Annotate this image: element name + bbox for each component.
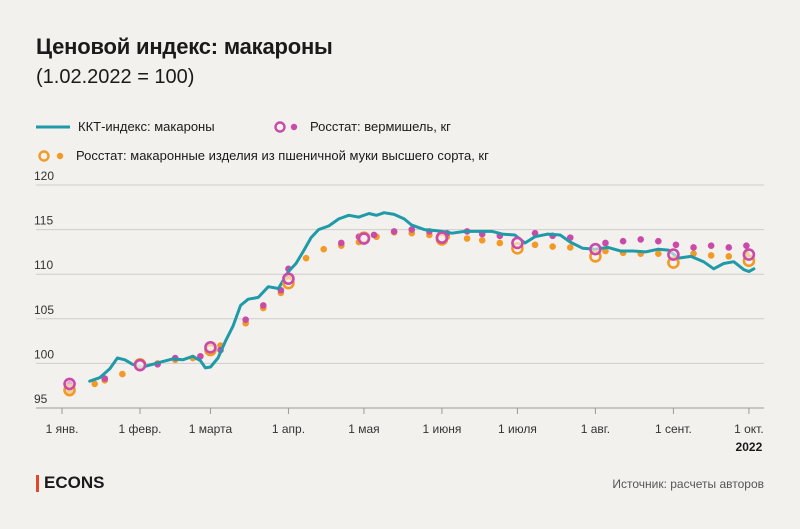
logo-bar	[36, 474, 39, 492]
rosstat-weekly-point	[690, 244, 697, 251]
econs-logo: ECONS	[36, 473, 104, 493]
rosstat-weekly-point	[549, 243, 556, 250]
x-tick-label: 1 мая	[348, 422, 379, 436]
year-label: 2022	[736, 440, 763, 454]
x-tick-label: 1 июня	[423, 422, 462, 436]
rosstat-weekly-point	[743, 242, 750, 249]
rosstat-weekly-point	[408, 226, 416, 233]
rosstat-weekly-point	[302, 254, 310, 262]
rosstat-weekly-point	[655, 250, 662, 257]
rosstat-weekly-point	[197, 352, 204, 360]
rosstat-weekly-point	[463, 235, 471, 242]
x-tick-label: 1 февр.	[119, 422, 162, 436]
rosstat-weekly-point	[370, 231, 378, 239]
rosstat-weekly-point	[672, 241, 680, 249]
legend-ring-dot-swatch	[38, 149, 64, 162]
rosstat-weekly-point	[119, 370, 126, 378]
rosstat-weekly-point	[707, 252, 715, 259]
legend-ring-dot-swatch	[274, 120, 298, 133]
rosstat-weekly-point	[725, 253, 733, 260]
legend-label-pasta: Росстат: макаронные изделия из пшеничной…	[76, 148, 489, 163]
rosstat-weekly-point	[91, 380, 99, 388]
rosstat-weekly-point	[242, 316, 249, 323]
y-tick-label: 120	[34, 169, 54, 183]
rosstat-weekly-point	[101, 375, 109, 382]
rosstat-monthly-point	[357, 232, 371, 245]
rosstat-monthly-point	[204, 341, 217, 354]
rosstat-weekly-point	[637, 236, 645, 243]
x-tick-label: 1 окт.	[734, 422, 764, 436]
source-note: Источник: расчеты авторов	[612, 477, 764, 491]
rosstat-weekly-point	[655, 237, 662, 245]
rosstat-monthly-point	[589, 242, 602, 256]
y-tick-label: 115	[34, 214, 53, 228]
rosstat-monthly-point	[133, 358, 147, 372]
y-tick-label: 110	[34, 258, 53, 272]
rosstat-monthly-point	[282, 272, 295, 285]
rosstat-monthly-point	[63, 377, 76, 391]
rosstat-monthly-point	[742, 248, 756, 261]
rosstat-weekly-point	[259, 302, 267, 309]
legend-line-swatch	[36, 125, 70, 128]
rosstat-weekly-point	[320, 245, 327, 253]
chart-title: Ценовой индекс: макароны	[36, 34, 333, 59]
x-tick-label: 1 авг.	[581, 422, 610, 436]
rosstat-monthly-point	[435, 231, 449, 244]
x-tick-label: 1 июля	[498, 422, 537, 436]
x-tick-label: 1 марта	[189, 422, 233, 436]
x-tick-label: 1 апр.	[272, 422, 305, 436]
rosstat-monthly-point	[667, 248, 680, 261]
y-tick-label: 100	[34, 347, 54, 361]
rosstat-weekly-point	[390, 228, 398, 235]
brand-name: ECONS	[44, 473, 105, 492]
rosstat-weekly-point	[619, 237, 627, 245]
rosstat-weekly-point	[602, 239, 609, 247]
rosstat-weekly-point	[337, 239, 345, 247]
rosstat-weekly-point	[707, 242, 715, 249]
rosstat-weekly-point	[531, 229, 539, 237]
kkt-index-line	[88, 211, 756, 383]
legend-item-vermicelli: Росстат: вермишель, кг	[274, 119, 451, 134]
x-tick-label: 1 янв.	[46, 422, 79, 436]
x-tick-label: 1 сент.	[655, 422, 692, 436]
rosstat-weekly-point	[478, 237, 486, 244]
rosstat-weekly-point	[566, 244, 574, 251]
rosstat-weekly-point	[531, 241, 539, 249]
rosstat-weekly-point	[725, 244, 733, 251]
legend-label-kkt: ККТ-индекс: макароны	[78, 119, 215, 134]
legend-item-kkt: ККТ-индекс: макароны	[36, 119, 215, 134]
y-tick-label: 95	[34, 392, 48, 406]
y-tick-label: 105	[34, 303, 54, 317]
rosstat-monthly-point	[511, 236, 524, 250]
legend-item-pasta: Росстат: макаронные изделия из пшеничной…	[36, 148, 489, 163]
rosstat-weekly-point	[496, 239, 504, 247]
legend-label-vermicelli: Росстат: вермишель, кг	[310, 119, 451, 134]
chart-subtitle: (1.02.2022 = 100)	[36, 66, 195, 88]
